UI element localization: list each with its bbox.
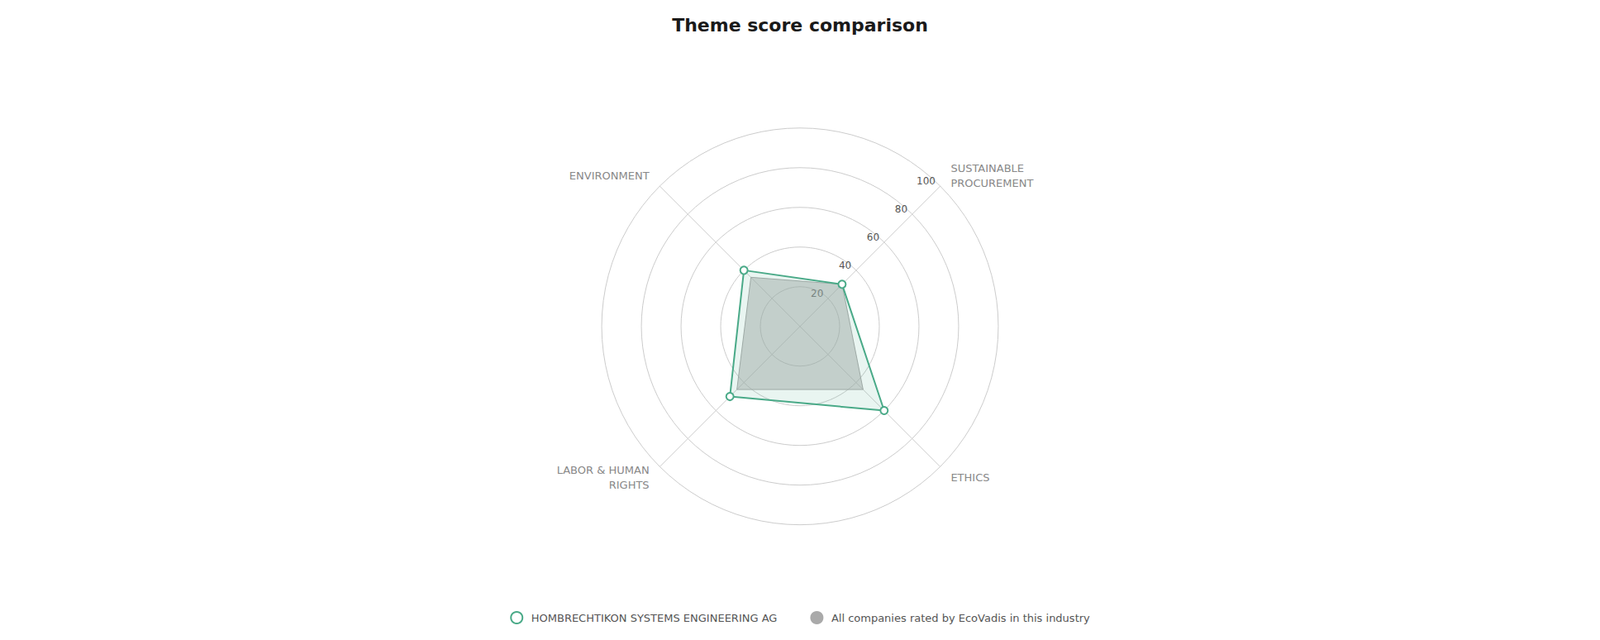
svg-text:RIGHTS: RIGHTS: [609, 478, 650, 491]
svg-text:100: 100: [916, 175, 936, 187]
svg-text:LABOR & HUMAN: LABOR & HUMAN: [557, 463, 650, 477]
svg-text:ENVIRONMENT: ENVIRONMENT: [569, 169, 650, 182]
svg-text:40: 40: [838, 259, 852, 272]
svg-text:ETHICS: ETHICS: [950, 471, 990, 484]
svg-text:HOMBRECHTIKON SYSTEMS ENGINEER: HOMBRECHTIKON SYSTEMS ENGINEERING AG: [531, 611, 778, 624]
svg-text:60: 60: [866, 231, 880, 243]
svg-text:All companies rated by EcoVadi: All companies rated by EcoVadis in this …: [831, 611, 1091, 624]
svg-text:Theme score comparison: Theme score comparison: [671, 14, 929, 36]
svg-text:80: 80: [895, 203, 908, 215]
svg-text:SUSTAINABLE: SUSTAINABLE: [950, 161, 1024, 175]
svg-text:PROCUREMENT: PROCUREMENT: [950, 176, 1034, 190]
